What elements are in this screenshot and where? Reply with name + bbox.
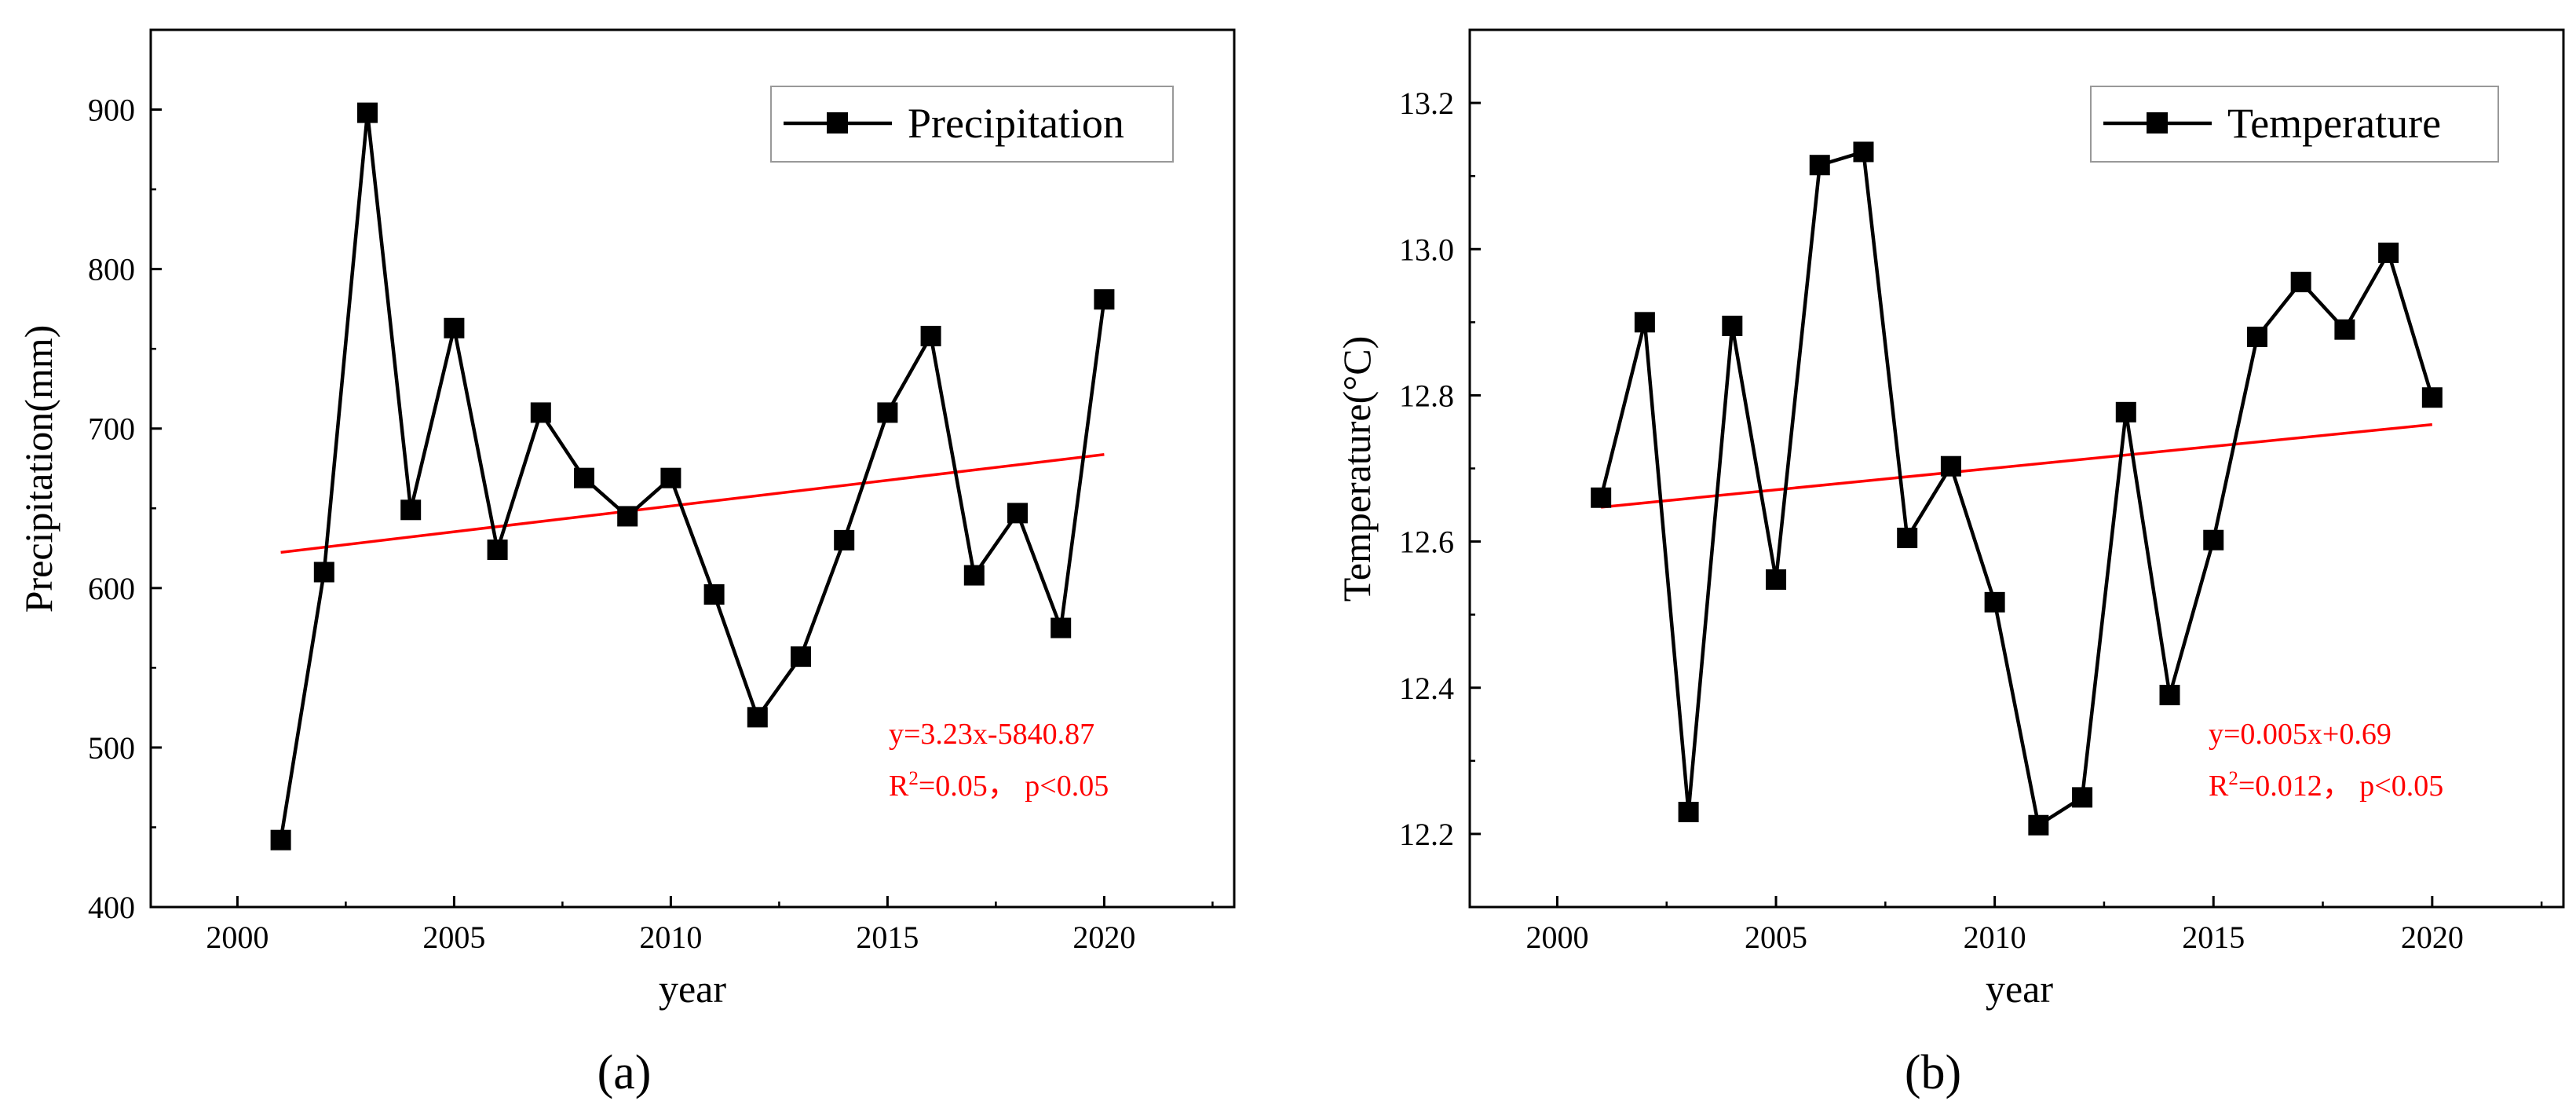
legend: Temperature [2091, 86, 2498, 162]
data-point-marker [1897, 528, 1917, 548]
tick-labels: 2000 2005 2010 2015 2020 12.2 12.4 12.6 12.8 13.0… [1399, 86, 2464, 955]
data-point-marker [2116, 402, 2136, 422]
y-tick-label: 12.2 [1399, 817, 1454, 852]
data-point-marker [2247, 327, 2267, 347]
data-point-marker [488, 540, 508, 560]
data-point-marker [1810, 155, 1830, 175]
x-tick-label: 2005 [1745, 920, 1807, 955]
data-point-marker [2334, 320, 2355, 340]
data-point-marker [2291, 272, 2311, 292]
y-tick-label: 12.4 [1399, 671, 1454, 706]
figure: 2000 2005 2010 2015 2020 400 500 600 700 800 900 P… [0, 0, 2576, 1112]
y-axis-title: Precipitation(mm) [16, 325, 60, 613]
trend-equation: y=0.005x+0.69 [2209, 718, 2391, 751]
data-point-marker [877, 402, 897, 422]
y-tick-label: 600 [88, 571, 135, 606]
trend-r2: R2=0.05， p<0.05 [889, 768, 1109, 803]
y-tick-label: 800 [88, 252, 135, 287]
data-point-marker [1094, 289, 1114, 309]
x-tick-label: 2005 [422, 920, 485, 955]
data-point-marker [2072, 787, 2092, 807]
data-point-marker [531, 402, 551, 422]
data-point-marker [1679, 802, 1699, 822]
precipitation-chart: 2000 2005 2010 2015 2020 400 500 600 700 800 900 P… [16, 30, 1234, 1099]
data-point-marker [1591, 488, 1611, 508]
y-tick-label: 700 [88, 412, 135, 447]
data-point-marker [1050, 618, 1071, 638]
trend-line [1601, 425, 2432, 507]
data-point-marker [1766, 569, 1786, 590]
x-axis-title: year [659, 967, 726, 1011]
data-point-marker [1985, 592, 2005, 613]
legend: Precipitation [771, 86, 1173, 162]
legend-label: Temperature [2227, 100, 2441, 147]
data-point-marker [1007, 503, 1028, 523]
data-point-marker [314, 562, 334, 583]
x-tick-label: 2010 [1964, 920, 2026, 955]
legend-label: Precipitation [908, 100, 1124, 147]
data-point-marker [2203, 530, 2223, 551]
data-point-marker [2160, 685, 2180, 705]
y-tick-label: 500 [88, 730, 135, 766]
x-tick-label: 2020 [1072, 920, 1135, 955]
data-point-marker [1853, 141, 1873, 162]
y-tick-label: 12.8 [1399, 378, 1454, 413]
data-point-marker [1941, 456, 1961, 477]
x-tick-label: 2000 [206, 920, 269, 955]
data-point-marker [921, 326, 941, 346]
data-point-marker [660, 468, 681, 488]
x-tick-label: 2015 [2182, 920, 2245, 955]
y-tick-label: 13.2 [1399, 86, 1454, 121]
x-tick-label: 2000 [1526, 920, 1588, 955]
data-point-marker [2378, 243, 2399, 263]
data-point-marker [357, 103, 378, 123]
data-point-marker [1722, 316, 1742, 336]
y-tick-label: 12.6 [1399, 525, 1454, 560]
data-point-marker [1635, 312, 1655, 332]
trend-equation: y=3.23x-5840.87 [889, 718, 1094, 751]
data-point-marker [271, 830, 291, 850]
x-axis-title: year [1986, 967, 2053, 1011]
data-point-marker [704, 584, 725, 605]
tick-labels: 2000 2005 2010 2015 2020 400 500 600 700 800 900 [88, 93, 1135, 955]
data-point-marker [574, 468, 594, 488]
temperature-chart: 2000 2005 2010 2015 2020 12.2 12.4 12.6 12.8 13.0… [1335, 30, 2563, 1099]
trend-r2: R2=0.012， p<0.05 [2209, 768, 2443, 803]
data-point-marker [2028, 815, 2048, 836]
data-point-marker [400, 499, 421, 520]
legend-marker-sample [827, 112, 848, 134]
data-point-marker [964, 565, 985, 586]
y-tick-label: 900 [88, 93, 135, 128]
y-tick-label: 13.0 [1399, 232, 1454, 267]
x-tick-label: 2010 [639, 920, 702, 955]
legend-marker-sample [2147, 112, 2168, 134]
y-axis-title: Temperature(°C) [1335, 336, 1379, 602]
data-point-marker [747, 707, 768, 727]
panel-label: (b) [1905, 1046, 1961, 1099]
data-point-marker [2422, 387, 2443, 408]
data-point-marker [617, 506, 638, 526]
data-point-marker [791, 646, 811, 667]
data-point-marker [444, 318, 464, 338]
data-point-marker [834, 530, 854, 551]
x-tick-label: 2015 [856, 920, 919, 955]
panel-label: (a) [597, 1046, 652, 1099]
y-tick-label: 400 [88, 890, 135, 925]
x-tick-label: 2020 [2401, 920, 2464, 955]
